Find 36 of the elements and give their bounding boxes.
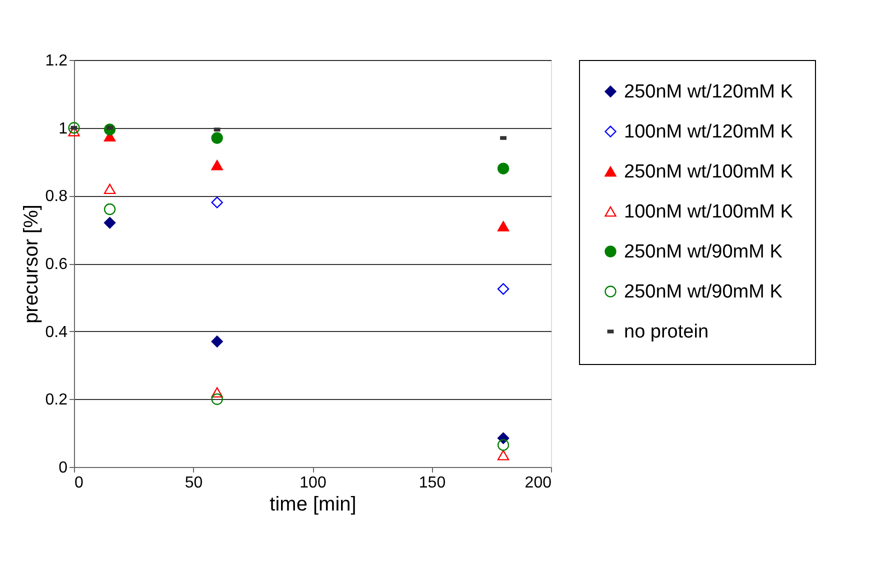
y-tick-label: 0.6 [45,256,68,273]
x-tick-label: 0 [74,474,84,492]
legend-label: 250nM wt/120mM K [624,82,794,102]
point [211,160,223,170]
y-tick-label: 0.4 [45,324,68,341]
y-axis-title: precursor [%] [20,204,42,324]
point [211,387,223,398]
y-tick-label: 1 [58,120,68,138]
legend-label: 100nM wt/120mM K [624,122,794,142]
point [211,132,223,144]
legend-label: 250nM wt/90mM K [624,242,783,262]
x-tick-label: 100 [300,474,326,492]
legend-label: 100nM wt/100mM K [624,202,794,222]
point [211,196,223,208]
point [104,216,116,229]
x-tick-label: 50 [184,474,203,492]
point [497,283,510,295]
legend-label: no protein [624,322,709,342]
point [104,203,116,216]
point [104,184,116,194]
y-tick-label: 0 [58,460,68,476]
point [497,221,510,232]
y-tick-label: 0.8 [45,188,68,206]
point [497,162,510,174]
point [211,393,223,405]
point [497,439,510,451]
point [68,122,80,134]
legend-label: 250nM wt/100mM K [624,162,794,182]
point [497,450,510,460]
legend-label: 250nM wt/90mM K [624,282,783,302]
point [211,336,223,348]
x-tick-label: 200 [524,474,552,492]
y-tick-label: 0.2 [45,392,68,409]
y-tick-label: 1.2 [45,52,68,70]
x-axis-title: time [min] [270,494,356,516]
x-tick-label: 150 [418,474,446,492]
